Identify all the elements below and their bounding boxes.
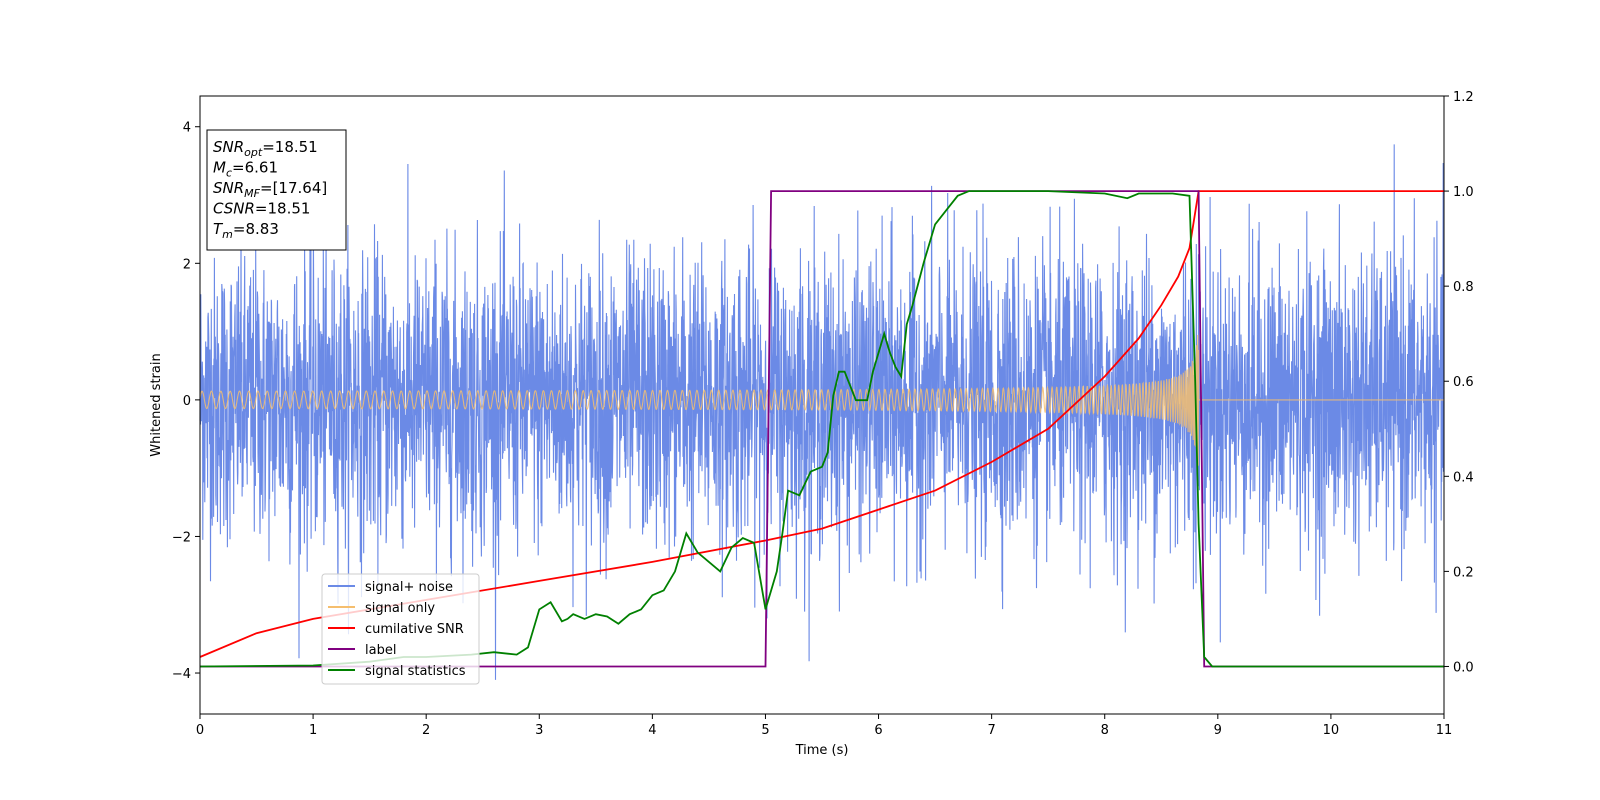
y2-tick-label: 0.2 [1453, 565, 1474, 580]
x-tick-label: 6 [874, 723, 882, 738]
signal-only-series [199, 334, 1444, 466]
legend: signal+ noise signal only cumilative SNR la… [321, 573, 480, 685]
legend-label: signal+ noise [365, 580, 453, 595]
signal-statistics-line [199, 190, 1444, 668]
legend-label: cumilative SNR [365, 622, 464, 637]
x-tick-label: 7 [987, 723, 995, 738]
y-tick-label: 2 [183, 257, 191, 272]
x-axis: 0 1 2 3 4 5 6 7 8 9 10 11 [196, 714, 1452, 738]
signal-only-line [199, 334, 1444, 466]
y2-tick-label: 1.0 [1453, 185, 1474, 200]
info-box-entry: CSNR=18.51 [213, 200, 310, 218]
y-axis-right: 0.0 0.2 0.4 0.6 0.8 1.0 1.2 [1444, 90, 1474, 675]
x-tick-label: 3 [535, 723, 543, 738]
x-tick-label: 1 [309, 723, 317, 738]
y-tick-label: −4 [172, 667, 191, 682]
x-tick-label: 4 [648, 723, 656, 738]
y2-tick-label: 0.0 [1453, 660, 1474, 675]
x-tick-label: 2 [422, 723, 430, 738]
legend-label: signal only [365, 601, 435, 616]
y2-tick-label: 1.2 [1453, 90, 1474, 105]
signal-noise-series [199, 144, 1445, 680]
x-tick-label: 10 [1323, 723, 1340, 738]
x-tick-label: 9 [1214, 723, 1222, 738]
y2-tick-label: 0.4 [1453, 470, 1474, 485]
plot-frame [199, 95, 1445, 715]
y-axis-label: Whitened strain [149, 353, 164, 456]
y-tick-label: −2 [172, 530, 191, 545]
info-box-entry: SNRMF=[17.64] [213, 179, 327, 200]
y2-tick-label: 0.8 [1453, 280, 1474, 295]
x-tick-label: 5 [761, 723, 769, 738]
info-box-entry: Tm=8.83 [213, 220, 279, 241]
info-box: SNRopt=18.51Mc=6.61SNRMF=[17.64]CSNR=18.… [206, 129, 347, 251]
y-tick-label: 0 [183, 394, 191, 409]
legend-label: signal statistics [365, 664, 466, 679]
info-box-entry: SNRopt=18.51 [213, 138, 318, 159]
y2-tick-label: 0.6 [1453, 375, 1474, 390]
legend-label: label [365, 643, 396, 658]
x-tick-label: 11 [1436, 723, 1453, 738]
info-box-entry: Mc=6.61 [213, 159, 278, 180]
info-box-frame [206, 129, 347, 251]
x-tick-label: 0 [196, 723, 204, 738]
signal-noise-line [199, 144, 1445, 680]
x-tick-label: 8 [1101, 723, 1109, 738]
legend-frame [321, 573, 480, 685]
y-axis-left: −4 −2 0 2 4 [172, 121, 200, 682]
y-tick-label: 4 [183, 121, 191, 136]
x-axis-label: Time (s) [795, 743, 849, 758]
